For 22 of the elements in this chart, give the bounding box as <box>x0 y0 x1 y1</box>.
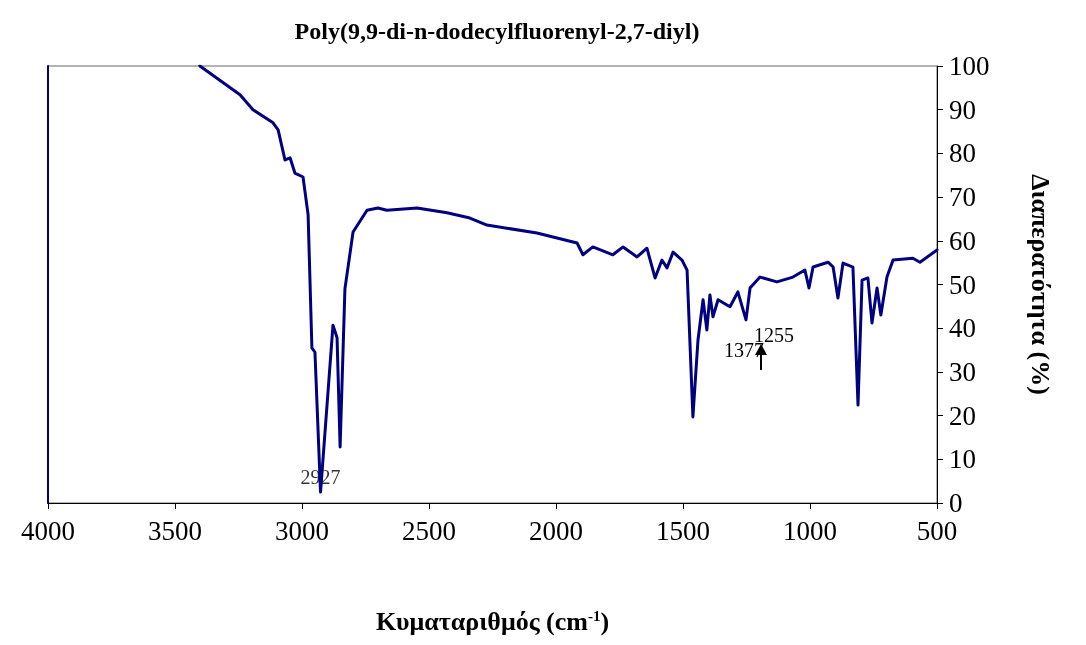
line-series <box>198 64 939 494</box>
x-tick-label: 2500 <box>402 515 456 546</box>
y-axis-title: Διαπερατότητα (%) <box>1025 174 1055 395</box>
y-tick-label: 70 <box>949 182 976 213</box>
x-tick-label: 3000 <box>275 515 329 546</box>
y-tick-label: 0 <box>949 488 963 518</box>
y-tick-label: 40 <box>949 313 976 344</box>
y-tick-label: 80 <box>949 138 976 169</box>
chart-title: Poly(9,9-di-n-dodecylfluorenyl-2,7-diyl) <box>294 18 700 44</box>
y-tick-label: 100 <box>949 51 990 81</box>
x-tick-label: 500 <box>916 515 958 546</box>
y-tick-label: 10 <box>949 444 976 475</box>
y-tick-label: 50 <box>949 269 976 300</box>
x-tick-label: 1500 <box>656 515 710 546</box>
y-tick-label: 60 <box>949 225 976 256</box>
x-tick-label: 1000 <box>783 515 837 546</box>
y-tick-label: 20 <box>949 400 976 431</box>
y-tick-label: 90 <box>949 94 976 125</box>
x-tick-label: 3500 <box>148 515 202 546</box>
y-tick-label: 30 <box>949 356 976 387</box>
x-tick-label: 4000 <box>21 515 75 546</box>
x-tick-label: 2000 <box>529 515 583 546</box>
